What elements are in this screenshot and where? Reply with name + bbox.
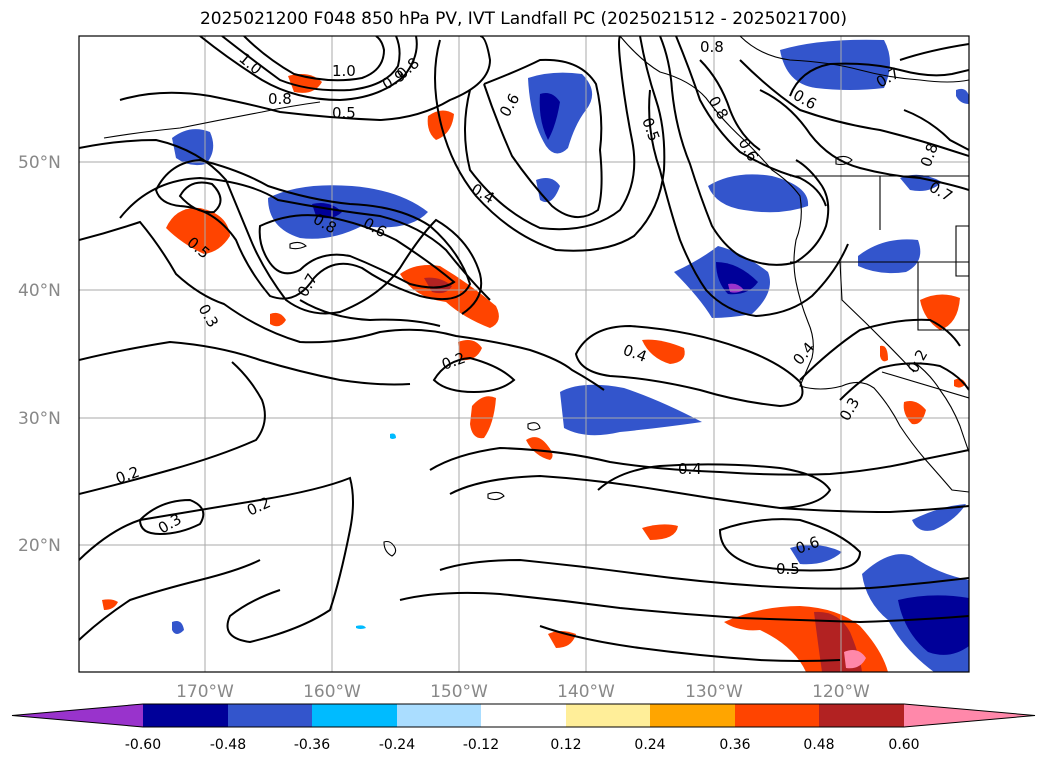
contour-label: 0.5 [776,560,800,578]
ivt-positive-region [470,396,496,439]
ivt-positive-region [424,277,452,294]
colorbar: -0.60 -0.48 -0.36 -0.24 -0.12 0.12 0.24 … [11,703,1036,753]
ivt-positive-region [400,265,499,328]
colorbar-segment [312,704,397,727]
ivt-negative-region [716,262,758,295]
ivt-negative-region [956,88,969,104]
ivt-positive-region [880,345,888,362]
colorbar-tick-label: -0.48 [210,737,246,753]
map-background [79,36,969,672]
ivt-positive-region [102,599,118,610]
lon-label: 130°W [685,682,743,702]
ivt-negative-region [172,129,214,166]
colorbar-tick-label: 0.12 [550,737,581,753]
colorbar-segment [735,704,819,727]
ivt-negative-region [390,433,396,439]
colorbar-outline [11,703,1036,728]
ivt-positive-region [458,340,482,361]
ivt-negative-region [900,174,942,191]
colorbar-tick-label: -0.36 [294,737,330,753]
pv-contours [79,36,969,662]
contour-label: 0.8 [268,90,292,108]
colorbar-segment [228,704,312,727]
lat-label: 30°N [18,409,61,429]
latitude-labels: 50°N 40°N 30°N 20°N [18,153,61,556]
colorbar-segment [819,704,904,727]
colorbar-tick-label: 0.48 [803,737,834,753]
ivt-positive-region [166,207,230,254]
colorbar-segment [143,704,228,727]
map-title: 2025021200 F048 850 hPa PV, IVT Landfall… [199,9,847,29]
contour-label: 0.4 [678,460,702,478]
ivt-negative-region [172,621,184,634]
ivt-negative-region [356,625,366,629]
ivt-negative-region [539,93,560,140]
ivt-negative-region [528,72,593,154]
ivt-negative-region [560,384,702,436]
ivt-negative-region [790,544,842,565]
contour-label: 0.5 [332,104,356,122]
colorbar-tick-label: 0.36 [719,737,750,753]
ivt-negative-region [898,595,969,655]
ivt-positive-region [844,650,866,669]
map-grid [79,36,969,672]
colorbar-segment [650,704,735,727]
ivt-negative-region [858,239,921,274]
map-frame [78,35,970,673]
contour-label: 1.0 [332,62,356,80]
ivt-positive-region [526,437,553,460]
lon-label: 140°W [557,682,615,702]
coastlines [103,36,969,557]
colorbar-tick-label: -0.24 [379,737,415,753]
longitude-labels: 170°W 160°W 150°W 140°W 130°W 120°W [176,682,870,702]
colorbar-tick-label: -0.12 [463,737,499,753]
ivt-positive-region [642,339,685,364]
ivt-positive-region [642,524,678,540]
ivt-negative-region [912,504,966,531]
lat-label: 50°N [18,153,61,173]
lon-label: 160°W [303,682,361,702]
lat-label: 40°N [18,281,61,301]
colorbar-segment [566,704,650,727]
ivt-positive-region [270,312,286,327]
colorbar-tick-label: -0.60 [125,737,161,753]
lon-label: 120°W [812,682,870,702]
colorbar-tick-label: 0.60 [888,737,919,753]
ivt-negative-region [708,174,809,213]
lon-label: 170°W [176,682,234,702]
colorbar-min-extension [12,704,143,727]
lon-label: 150°W [430,682,488,702]
colorbar-max-extension [904,704,1035,727]
ivt-positive-region [954,378,966,388]
colorbar-segment [397,704,481,727]
contour-label: 0.8 [700,38,724,56]
colorbar-segment [481,704,566,727]
lat-label: 20°N [18,536,61,556]
colorbar-tick-label: 0.24 [634,737,665,753]
